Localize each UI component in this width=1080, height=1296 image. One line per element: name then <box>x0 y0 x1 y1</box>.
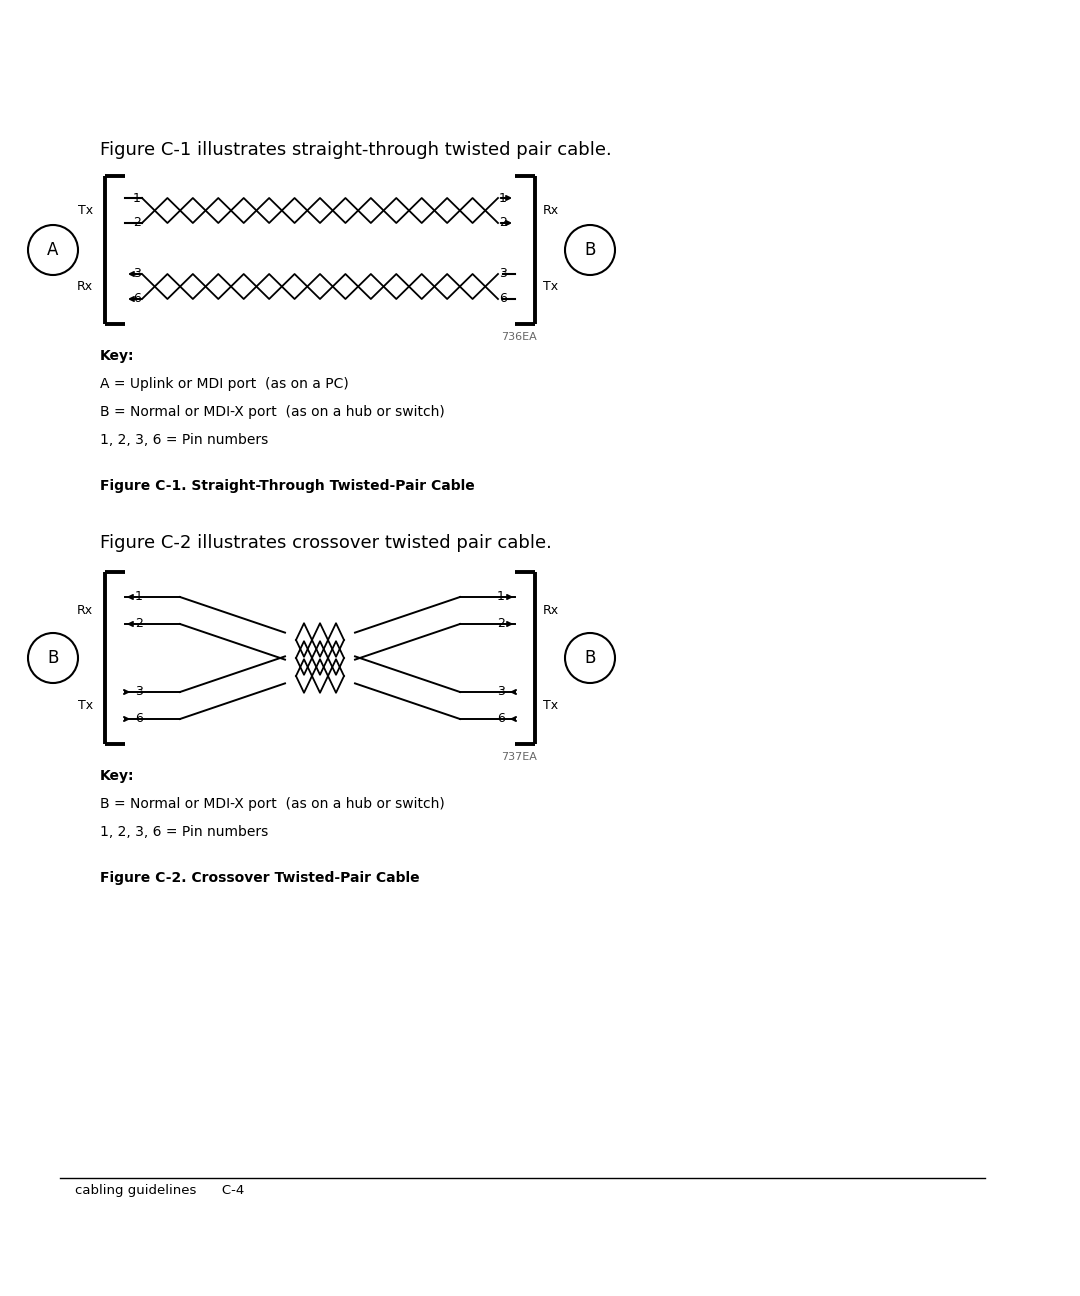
Text: B: B <box>584 649 596 667</box>
Text: Rx: Rx <box>543 604 559 617</box>
Text: 3: 3 <box>133 267 140 280</box>
Text: 1, 2, 3, 6 = Pin numbers: 1, 2, 3, 6 = Pin numbers <box>100 433 268 447</box>
Text: 2: 2 <box>133 216 140 229</box>
Text: Figure C-2. Crossover Twisted-Pair Cable: Figure C-2. Crossover Twisted-Pair Cable <box>100 871 420 885</box>
Text: 1: 1 <box>499 192 507 205</box>
Text: 6: 6 <box>133 293 140 306</box>
Text: A = Uplink or MDI port  (as on a PC): A = Uplink or MDI port (as on a PC) <box>100 377 349 391</box>
Text: 1: 1 <box>133 192 140 205</box>
Text: Rx: Rx <box>77 280 93 293</box>
Text: Key:: Key: <box>100 769 135 783</box>
Text: Figure C-2 illustrates crossover twisted pair cable.: Figure C-2 illustrates crossover twisted… <box>100 534 552 552</box>
Text: B: B <box>48 649 58 667</box>
Text: 1: 1 <box>497 591 505 604</box>
Text: B = Normal or MDI-X port  (as on a hub or switch): B = Normal or MDI-X port (as on a hub or… <box>100 797 445 811</box>
Text: 737EA: 737EA <box>501 752 537 762</box>
Text: B = Normal or MDI-X port  (as on a hub or switch): B = Normal or MDI-X port (as on a hub or… <box>100 404 445 419</box>
Text: 3: 3 <box>499 267 507 280</box>
Text: 6: 6 <box>497 713 505 726</box>
Text: 3: 3 <box>497 686 505 699</box>
Text: Tx: Tx <box>543 280 558 293</box>
Text: 1, 2, 3, 6 = Pin numbers: 1, 2, 3, 6 = Pin numbers <box>100 826 268 839</box>
Text: Tx: Tx <box>78 699 93 712</box>
Text: A: A <box>48 241 58 259</box>
Text: 3: 3 <box>135 686 143 699</box>
Text: B: B <box>584 241 596 259</box>
Text: Rx: Rx <box>77 604 93 617</box>
Text: Tx: Tx <box>543 699 558 712</box>
Text: Tx: Tx <box>78 203 93 216</box>
Text: 2: 2 <box>499 216 507 229</box>
Text: 1: 1 <box>135 591 143 604</box>
Text: Rx: Rx <box>543 203 559 216</box>
Text: 6: 6 <box>135 713 143 726</box>
Text: cabling guidelines      C-4: cabling guidelines C-4 <box>75 1185 244 1198</box>
Text: Key:: Key: <box>100 349 135 363</box>
Text: Figure C-1 illustrates straight-through twisted pair cable.: Figure C-1 illustrates straight-through … <box>100 141 611 159</box>
Text: 736EA: 736EA <box>501 332 537 342</box>
Text: 2: 2 <box>497 617 505 630</box>
Text: 6: 6 <box>499 293 507 306</box>
Text: 2: 2 <box>135 617 143 630</box>
Text: Figure C-1. Straight-Through Twisted-Pair Cable: Figure C-1. Straight-Through Twisted-Pai… <box>100 480 475 492</box>
